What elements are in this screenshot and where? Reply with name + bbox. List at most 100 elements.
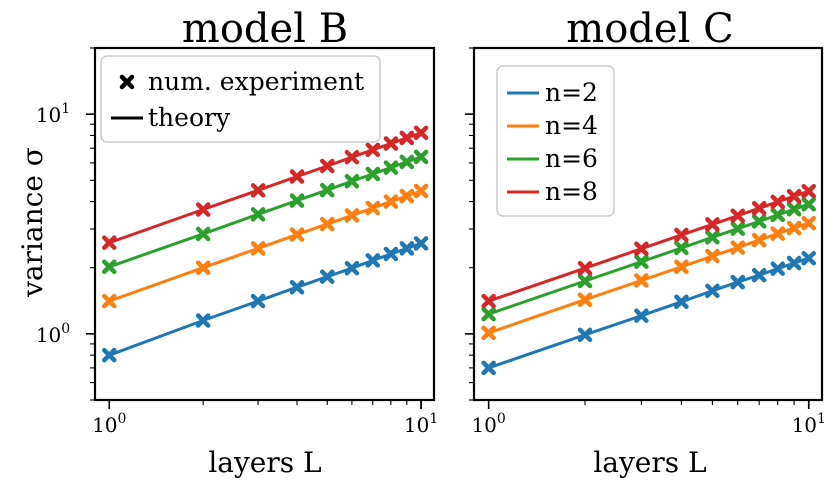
data-point: [674, 240, 689, 256]
legend-label: n=8: [545, 177, 598, 206]
data-point: [319, 158, 335, 174]
y-tick-label: 100: [36, 321, 70, 347]
data-point: [577, 292, 593, 307]
x-tick-label: 100: [471, 411, 505, 437]
data-point: [634, 308, 649, 323]
data-point: [481, 360, 496, 376]
data-point: [289, 169, 305, 184]
data-point: [801, 215, 816, 231]
data-point: [383, 194, 399, 209]
data-point: [730, 221, 745, 236]
data-point: [289, 227, 305, 242]
data-point: [365, 166, 381, 182]
series-line: [108, 189, 422, 303]
x-tick-label: 100: [92, 411, 126, 437]
data-point: [289, 193, 305, 208]
data-point: [319, 182, 335, 198]
axes-frame: [472, 46, 824, 402]
series-line: [488, 221, 810, 335]
legend-label: theory: [148, 103, 231, 132]
data-point: [786, 220, 802, 236]
data-point: [365, 200, 381, 216]
data-point: [413, 125, 429, 141]
data-point: [751, 267, 767, 283]
data-point: [751, 214, 767, 229]
series-line: [488, 189, 810, 303]
data-point: [634, 254, 649, 269]
data-point: [102, 347, 117, 363]
data-point: [770, 226, 785, 241]
data-point: [399, 241, 415, 256]
data-point: [344, 260, 360, 276]
series-line: [488, 202, 810, 316]
data-point: [577, 327, 593, 343]
data-point: [319, 216, 335, 232]
data-point: [705, 248, 720, 264]
data-point: [770, 194, 785, 210]
data-point: [399, 154, 415, 170]
x-tick-label: 101: [404, 411, 438, 437]
y-tick-label: 101: [36, 101, 70, 127]
data-point: [250, 241, 266, 256]
data-point: [770, 207, 785, 223]
data-point: [634, 241, 649, 256]
legend-label: num. experiment: [148, 67, 364, 96]
panel-model-b: model B layers L variance σ 100 101 100 101…: [16, 6, 438, 479]
data-point: [102, 293, 117, 309]
data-point: [751, 232, 767, 248]
panel-title: model B: [182, 6, 348, 52]
data-point: [674, 259, 689, 275]
legend-label: n=6: [545, 144, 598, 173]
y-axis-label: variance σ: [16, 147, 49, 298]
data-point: [481, 306, 496, 322]
data-point: [705, 217, 720, 232]
data-point: [250, 183, 266, 198]
data-point: [344, 173, 360, 189]
x-axis-label: layers L: [208, 446, 321, 479]
data-point: [383, 136, 399, 151]
data-point: [801, 196, 816, 212]
data-point: [634, 273, 649, 288]
axes-frame: [93, 46, 436, 402]
data-point: [383, 160, 399, 175]
data-point: [730, 240, 745, 255]
series-line: [108, 155, 422, 269]
data-point: [195, 226, 211, 242]
data-point: [481, 325, 496, 341]
data-point: [319, 269, 335, 284]
data-point: [195, 313, 211, 328]
data-point: [577, 273, 593, 289]
data-point: [674, 227, 689, 243]
legend-box: [100, 55, 381, 143]
data-point: [705, 230, 720, 245]
data-point: [413, 236, 429, 251]
data-point: [674, 294, 689, 310]
data-point: [195, 202, 211, 217]
x-tick-label: 101: [792, 411, 826, 437]
data-point: [365, 142, 381, 158]
data-point: [344, 149, 360, 165]
data-point: [102, 235, 117, 250]
data-point: [250, 207, 266, 222]
data-point: [413, 149, 429, 165]
data-point: [289, 279, 305, 295]
data-point: [730, 274, 745, 290]
data-point: [383, 246, 399, 262]
data-point: [577, 260, 593, 276]
data-point: [344, 208, 360, 223]
series-line: [108, 241, 422, 357]
data-point: [250, 293, 266, 309]
data-point: [751, 200, 767, 216]
series-line: [488, 256, 810, 370]
data-point: [399, 188, 415, 204]
legend-box: [496, 65, 615, 217]
data-point: [770, 261, 785, 276]
data-point: [195, 260, 211, 275]
data-point: [413, 183, 429, 199]
data-point: [481, 293, 496, 309]
data-point: [730, 208, 745, 223]
data-point: [705, 283, 720, 299]
legend-label: n=4: [545, 111, 598, 140]
data-point: [399, 130, 415, 146]
data-point: [801, 250, 816, 266]
